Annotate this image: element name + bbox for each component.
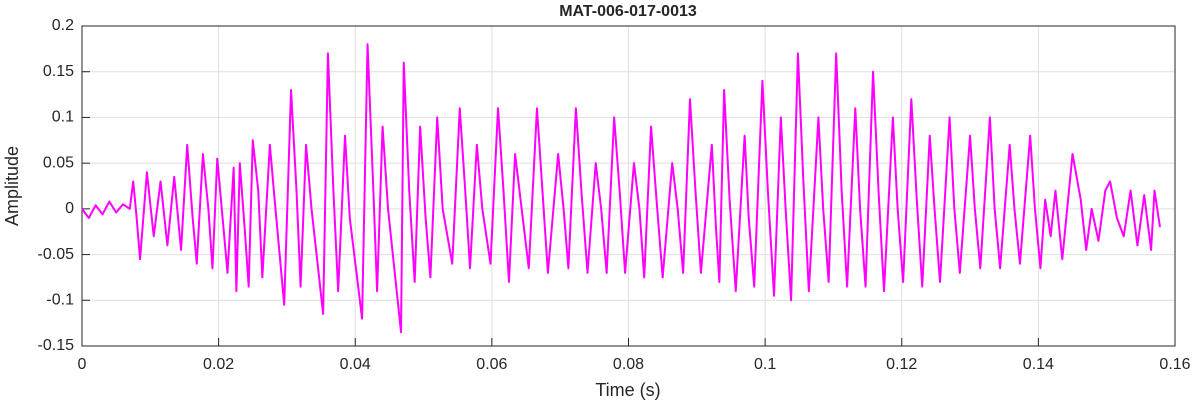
y-tick-label: -0.05 [38,246,75,263]
x-tick-label: 0.14 [1023,356,1054,373]
chart-title: MAT-006-017-0013 [559,3,697,20]
x-tick-label: 0.04 [340,356,371,373]
y-tick-label: 0.2 [52,17,74,34]
y-tick-label: 0.05 [43,154,74,171]
y-axis-label: Amplitude [2,146,22,226]
plot-frame [81,25,1176,347]
x-tick-label: 0 [78,356,87,373]
x-tick-label: 0.02 [203,356,234,373]
waveform-line [81,43,1161,334]
x-axis-label: Time (s) [595,380,660,400]
y-tick-label: 0 [65,200,74,217]
x-tick-label: 0.1 [754,356,776,373]
x-tick-label: 0.06 [476,356,507,373]
y-tick-label: -0.15 [38,337,75,354]
y-tick-label: 0.1 [52,109,74,126]
x-tick-label: 0.08 [613,356,644,373]
y-tick-label: -0.1 [46,292,74,309]
y-tick-label: 0.15 [43,63,74,80]
x-tick-label: 0.16 [1159,356,1190,373]
x-tick-label: 0.12 [886,356,917,373]
